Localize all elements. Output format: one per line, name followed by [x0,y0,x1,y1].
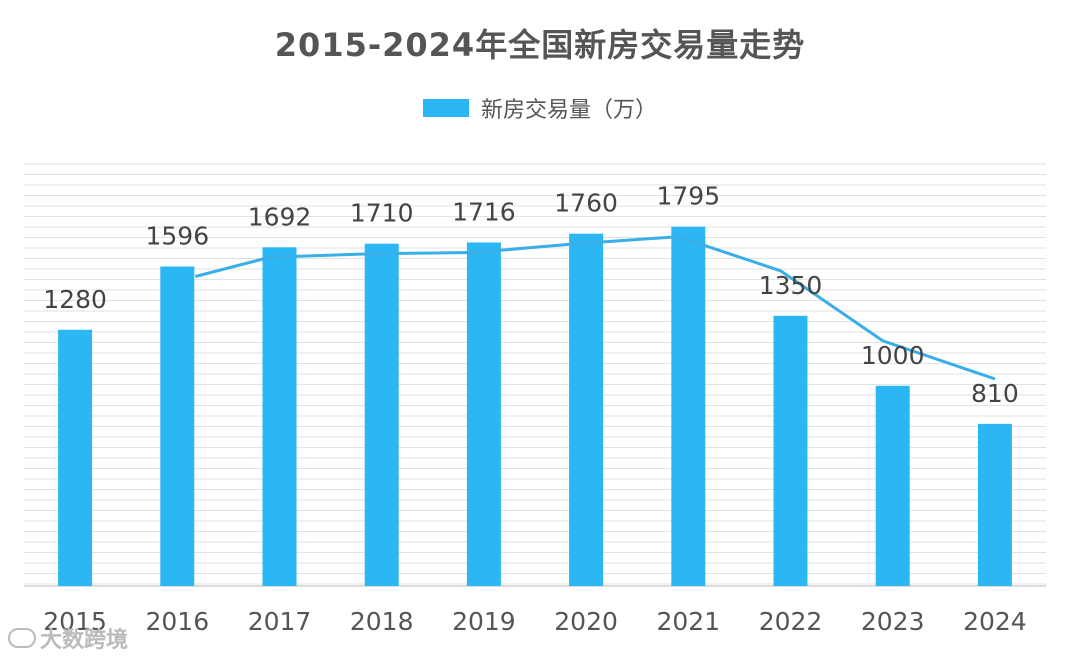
x-tick-2021: 2021 [656,607,720,636]
legend: 新房交易量（万） [0,92,1080,124]
data-label-2018: 1710 [350,199,414,228]
data-label-2016: 1596 [145,222,209,251]
x-tick-2024: 2024 [963,607,1027,636]
x-tick-2017: 2017 [248,607,312,636]
data-label-2019: 1716 [452,197,516,226]
grid-lines [24,163,1046,587]
data-label-2020: 1760 [554,189,618,218]
x-tick-2023: 2023 [861,607,925,636]
chart-title: 2015-2024年全国新房交易量走势 [274,26,806,64]
x-tick-2020: 2020 [554,607,618,636]
x-axis-ticks: 2015 2016 2017 2018 2019 2020 2021 2022 2023 2024 [43,607,1026,636]
data-label-2023: 1000 [861,341,925,370]
watermark: 大数跨境 [8,622,128,654]
data-label-2015: 1280 [43,285,107,314]
data-label-2022: 1350 [759,271,823,300]
data-label-2017: 1692 [248,202,312,231]
bar-2019 [466,242,501,586]
bar-2022 [773,315,808,586]
bar-2016 [160,266,195,586]
x-tick-2018: 2018 [350,607,414,636]
x-tick-2016: 2016 [145,607,209,636]
bar-2015 [58,329,93,586]
data-labels: 1280 1596 1692 1710 1716 1760 1795 1350 1000 810 [43,182,1018,408]
data-label-2021: 1795 [656,182,720,211]
legend-swatch [422,99,469,117]
x-tick-2022: 2022 [759,607,823,636]
data-label-2024: 810 [971,379,1019,408]
bars [58,226,1012,586]
x-tick-2015: 2015 [43,607,107,636]
bar-2018 [364,243,399,586]
eye-glasses-logo-icon [8,628,36,648]
bar-2020 [569,233,604,586]
legend-label: 新房交易量（万） [480,98,657,123]
bar-2021 [671,226,706,586]
watermark-text: 大数跨境 [40,628,129,653]
bar-2024 [977,423,1012,586]
trend-line-layer [194,235,996,381]
bar-2023 [875,385,910,586]
bar-2017 [262,247,297,586]
x-tick-2019: 2019 [452,607,516,636]
trend-line [194,235,996,381]
